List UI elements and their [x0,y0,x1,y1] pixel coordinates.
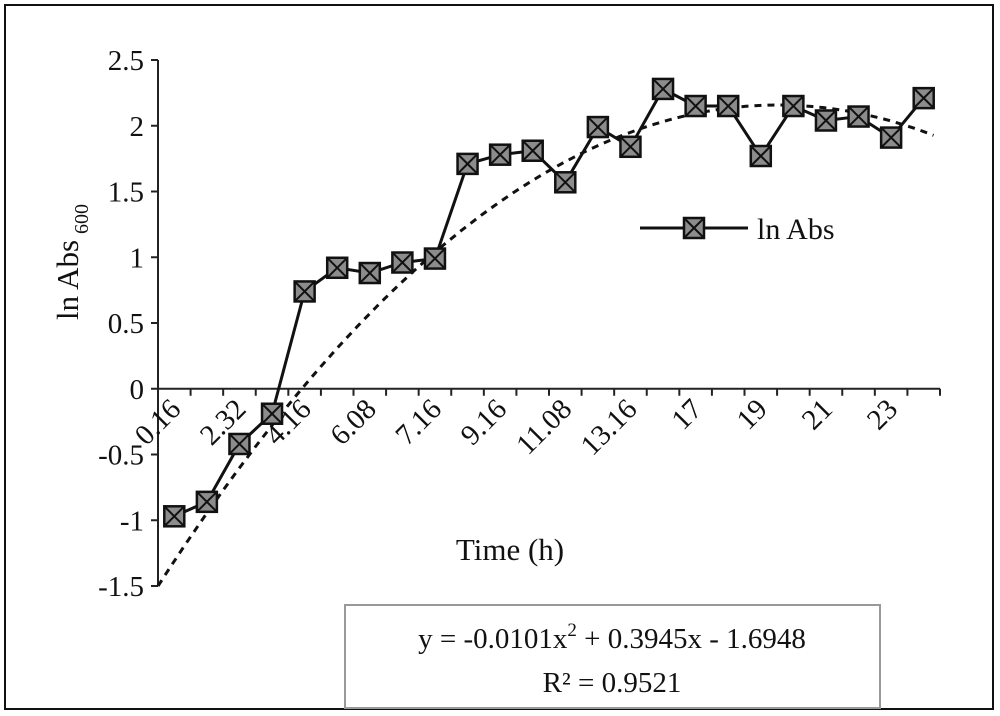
x-axis-label: Time (h) [456,532,564,567]
marker-cross [456,153,479,175]
x-tick-label: 23 [861,393,904,436]
data-point [423,247,447,270]
data-point [586,115,610,139]
legend: ln Abs [640,213,835,246]
marker-cross [619,136,642,158]
marker-cross [913,87,935,109]
x-tick-label: 13.16 [575,393,644,462]
x-tick-label: 17 [665,393,708,436]
y-axis-label: ln Abs600 [50,204,93,320]
marker-cross [683,217,705,239]
y-ticks: 2.5 2 1.5 1 0.5 0 -0.5 -1 -1.5 [98,45,158,603]
marker-cross [554,171,576,194]
y-tick-label: 1 [130,242,145,274]
x-tick-label: 9.16 [455,393,514,452]
marker-cross [293,280,316,303]
y-tick-label: -1 [120,505,144,537]
data-point [260,402,284,425]
y-tick-label: 2 [130,111,145,143]
y-tick-label: -0.5 [98,440,144,472]
data-point [325,256,349,280]
marker-cross [815,109,837,132]
data-point [456,152,479,176]
y-tick-label: 2.5 [108,45,144,77]
marker-cross [196,491,218,513]
y-tick-label: -1.5 [98,571,144,603]
data-point [391,251,414,274]
marker-cross [750,145,772,167]
marker-cross [228,433,251,455]
x-tick-label: 19 [731,393,774,436]
y-tick-label: 0.5 [108,308,144,340]
marker-cross [717,95,739,117]
data-point [912,86,935,110]
marker-cross [880,126,902,149]
data-point [195,490,219,514]
trendline [156,103,935,587]
marker-cross [424,247,446,270]
marker-cross [847,105,870,128]
data-point [163,505,186,528]
data-point [619,135,642,159]
data-point [554,171,577,194]
series-markers [163,77,935,528]
marker-cross [359,262,381,284]
marker-cross [326,257,348,279]
marker-cross [489,143,511,166]
x-tick-label: 21 [796,393,839,436]
marker-cross [163,505,185,528]
legend-label: ln Abs [757,213,835,246]
x-tick-label: 7.16 [389,393,448,452]
trendline-equation: y = -0.0101x2 + 0.3945x - 1.6948 [418,620,806,655]
data-point [293,280,316,303]
marker-cross [782,95,805,117]
data-point [879,126,903,149]
data-point [716,94,740,118]
r-squared: R² = 0.9521 [543,667,682,699]
x-tick-label: 11.08 [510,393,578,461]
y-tick-label: 1.5 [108,177,144,209]
data-point [521,139,544,162]
data-point [782,94,805,118]
marker-cross [684,95,707,117]
x-tick-label: 6.08 [324,393,383,452]
data-point [651,77,675,101]
series-line-ln-abs [173,86,925,518]
data-point [814,109,838,132]
legend-marker [682,216,706,240]
data-point [358,261,382,285]
legend-marker-symbol [682,216,706,240]
equation-box-frame [344,604,881,709]
marker-cross [652,78,674,100]
data-point [488,143,512,166]
marker-cross [391,251,414,274]
y-tick-label: 0 [130,374,145,406]
data-point [684,94,707,118]
data-point [228,432,251,456]
axes [157,60,940,586]
marker-cross [587,116,609,138]
marker-cross [261,403,283,425]
marker-cross [522,140,544,162]
data-point [847,105,870,128]
equation-box: y = -0.0101x2 + 0.3945x - 1.6948 R² = 0.… [344,604,881,709]
data-point [749,144,773,168]
